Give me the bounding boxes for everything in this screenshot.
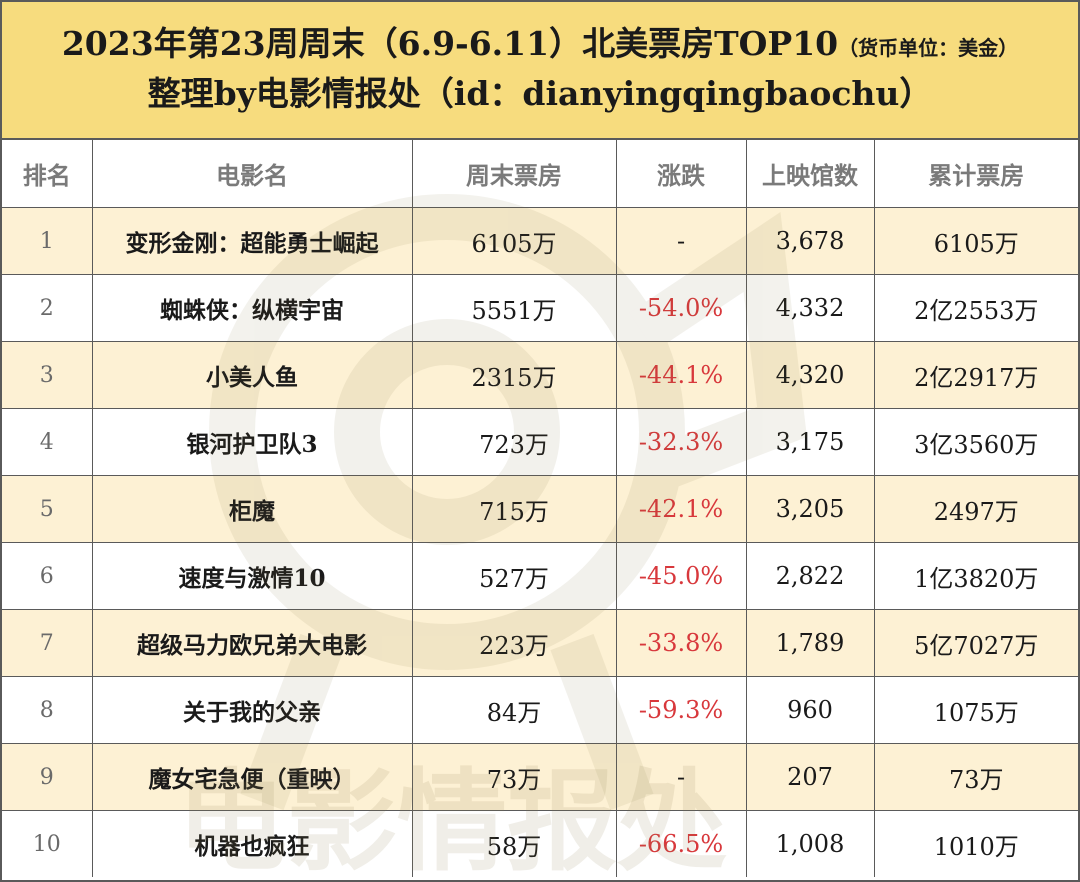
col-header-change: 涨跌	[615, 140, 747, 208]
table-row: 7 超级马力欧兄弟大电影 223万 -33.8% 1,789 5亿7027万	[2, 609, 1078, 677]
cell-title: 机器也疯狂	[91, 810, 413, 877]
cell-rank: 7	[2, 609, 93, 677]
table-body: 1 变形金刚：超能勇士崛起 6105万 -3,678 6105万 2 蜘蛛侠：纵横宇宙 555…	[2, 207, 1078, 877]
cell-title: 速度与激情10	[91, 542, 413, 610]
table-row: 4 银河护卫队3 723万 -32.3% 3,175 3亿3560万	[2, 408, 1078, 476]
table-row: 8 关于我的父亲 84万 -59.3% 960 1075万	[2, 676, 1078, 744]
cell-title: 关于我的父亲	[91, 676, 413, 744]
currency-unit-note: （货币单位：美金）	[838, 36, 1019, 60]
cell-rank: 2	[2, 274, 93, 342]
cell-total-gross: 3亿3560万	[873, 408, 1078, 476]
col-header-weekend-gross: 周末票房	[411, 140, 617, 208]
cell-weekend-gross: 2315万	[411, 341, 617, 409]
cell-weekend-gross: 5551万	[411, 274, 617, 342]
cell-weekend-gross: 73万	[411, 743, 617, 811]
page-subtitle: 整理by电影情报处（id：dianyingqingbaochu）	[147, 74, 933, 113]
cell-weekend-gross: 6105万	[411, 207, 617, 275]
title-block: 2023年第23周周末（6.9-6.11）北美票房TOP10（货币单位：美金） …	[2, 2, 1078, 140]
col-header-total-gross: 累计票房	[873, 140, 1078, 208]
cell-total-gross: 1亿3820万	[873, 542, 1078, 610]
cell-title: 超级马力欧兄弟大电影	[91, 609, 413, 677]
cell-title: 蜘蛛侠：纵横宇宙	[91, 274, 413, 342]
cell-rank: 5	[2, 475, 93, 543]
table-row: 9 魔女宅急便（重映） 73万 -207 73万	[2, 743, 1078, 811]
cell-change: -59.3%	[615, 676, 747, 744]
cell-theaters: 960	[745, 676, 875, 744]
cell-weekend-gross: 223万	[411, 609, 617, 677]
cell-change: -44.1%	[615, 341, 747, 409]
table-row: 6 速度与激情10 527万 -45.0% 2,822 1亿3820万	[2, 542, 1078, 610]
cell-rank: 3	[2, 341, 93, 409]
cell-theaters: 4,320	[745, 341, 875, 409]
cell-rank: 1	[2, 207, 93, 275]
cell-change: -32.3%	[615, 408, 747, 476]
cell-rank: 4	[2, 408, 93, 476]
cell-theaters: 1,789	[745, 609, 875, 677]
cell-title: 银河护卫队3	[91, 408, 413, 476]
box-office-table: 排名 电影名 周末票房 涨跌 上映馆数 累计票房 1 变形金刚：超能勇士崛起 610…	[2, 140, 1078, 877]
cell-change: -54.0%	[615, 274, 747, 342]
cell-total-gross: 1010万	[873, 810, 1078, 877]
cell-total-gross: 6105万	[873, 207, 1078, 275]
cell-change: -66.5%	[615, 810, 747, 877]
cell-total-gross: 1075万	[873, 676, 1078, 744]
cell-total-gross: 73万	[873, 743, 1078, 811]
col-header-theaters: 上映馆数	[745, 140, 875, 208]
cell-theaters: 3,678	[745, 207, 875, 275]
cell-weekend-gross: 84万	[411, 676, 617, 744]
cell-change: -	[615, 207, 747, 275]
cell-theaters: 3,205	[745, 475, 875, 543]
cell-weekend-gross: 58万	[411, 810, 617, 877]
cell-rank: 6	[2, 542, 93, 610]
cell-total-gross: 2亿2917万	[873, 341, 1078, 409]
cell-theaters: 4,332	[745, 274, 875, 342]
page-title: 2023年第23周周末（6.9-6.11）北美票房TOP10（货币单位：美金）	[2, 22, 1078, 70]
cell-theaters: 3,175	[745, 408, 875, 476]
cell-theaters: 2,822	[745, 542, 875, 610]
cell-weekend-gross: 715万	[411, 475, 617, 543]
cell-rank: 8	[2, 676, 93, 744]
col-header-rank: 排名	[2, 140, 93, 208]
cell-title: 小美人鱼	[91, 341, 413, 409]
cell-change: -33.8%	[615, 609, 747, 677]
table-row: 3 小美人鱼 2315万 -44.1% 4,320 2亿2917万	[2, 341, 1078, 409]
cell-title: 变形金刚：超能勇士崛起	[91, 207, 413, 275]
cell-weekend-gross: 723万	[411, 408, 617, 476]
cell-change: -	[615, 743, 747, 811]
cell-total-gross: 2亿2553万	[873, 274, 1078, 342]
cell-rank: 10	[2, 810, 93, 877]
cell-title: 魔女宅急便（重映）	[91, 743, 413, 811]
table-row: 10 机器也疯狂 58万 -66.5% 1,008 1010万	[2, 810, 1078, 877]
cell-total-gross: 5亿7027万	[873, 609, 1078, 677]
cell-change: -45.0%	[615, 542, 747, 610]
cell-theaters: 207	[745, 743, 875, 811]
table-row: 5 柜魔 715万 -42.1% 3,205 2497万	[2, 475, 1078, 543]
table-row: 1 变形金刚：超能勇士崛起 6105万 -3,678 6105万	[2, 207, 1078, 275]
table-row: 2 蜘蛛侠：纵横宇宙 5551万 -54.0% 4,332 2亿2553万	[2, 274, 1078, 342]
cell-title: 柜魔	[91, 475, 413, 543]
cell-rank: 9	[2, 743, 93, 811]
cell-weekend-gross: 527万	[411, 542, 617, 610]
cell-total-gross: 2497万	[873, 475, 1078, 543]
col-header-title: 电影名	[91, 140, 413, 208]
table-header-row: 排名 电影名 周末票房 涨跌 上映馆数 累计票房	[2, 140, 1078, 208]
title-main: 2023年第23周周末（6.9-6.11）北美票房TOP10	[61, 24, 839, 63]
cell-change: -42.1%	[615, 475, 747, 543]
cell-theaters: 1,008	[745, 810, 875, 877]
